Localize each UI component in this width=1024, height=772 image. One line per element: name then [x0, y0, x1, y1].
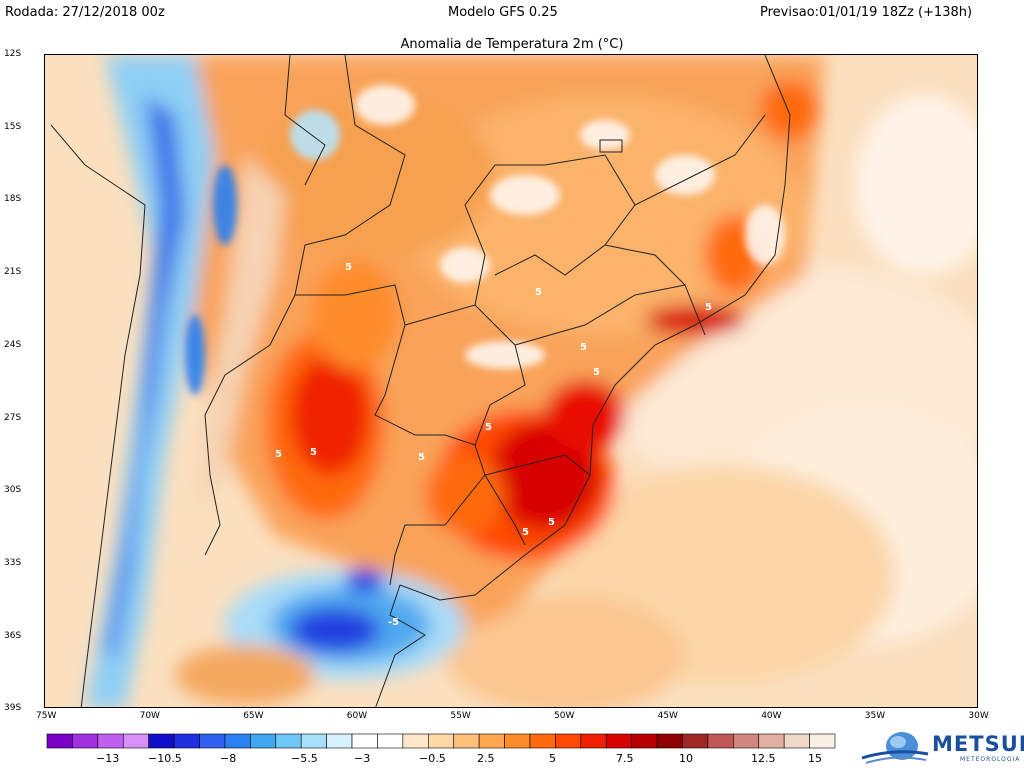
contour-label: 5 — [310, 447, 317, 458]
colorbar-swatch — [809, 733, 836, 749]
colorbar-tick-label: 12.5 — [751, 752, 776, 765]
colorbar-swatch — [377, 733, 404, 749]
colorbar-swatch — [529, 733, 556, 749]
latitude-tick-label: 39S — [4, 703, 22, 714]
colorbar-swatch — [300, 733, 327, 749]
contour-label: 5 — [418, 452, 425, 463]
colorbar-tick-label: −3 — [354, 752, 371, 765]
latitude-tick-label: 21S — [4, 267, 22, 278]
colorbar-tick-label: 15 — [808, 752, 822, 765]
contour-label: -5 — [388, 617, 399, 628]
globe-icon — [861, 732, 929, 764]
forecast-time-label: Previsao:01/01/19 18Zz (+138h) — [760, 5, 973, 20]
logo-name: METSUL — [932, 732, 1024, 756]
colorbar-swatch — [224, 733, 251, 749]
longitude-tick-label: 60W — [346, 711, 368, 721]
colorbar-swatch — [707, 733, 734, 749]
colorbar-swatch — [402, 733, 429, 749]
longitude-tick-label: 75W — [36, 711, 57, 721]
colorbar-tick-label: −13 — [96, 752, 120, 765]
latitude-tick-label: 33S — [4, 557, 22, 568]
latitude-tick-label: 27S — [4, 412, 22, 423]
contour-label: 5 — [275, 449, 282, 460]
colorbar-tick-label: −5.5 — [291, 752, 318, 765]
colorbar-tick-label: 2.5 — [477, 752, 495, 765]
colorbar-swatch — [148, 733, 175, 749]
colorbar-swatch — [580, 733, 607, 749]
colorbar-swatch — [555, 733, 582, 749]
colorbar-swatch — [173, 733, 200, 749]
colorbar-swatch — [504, 733, 531, 749]
colorbar-swatch — [351, 733, 378, 749]
colorbar-swatch — [122, 733, 149, 749]
colorbar-swatch — [46, 733, 73, 749]
colorbar-swatch — [478, 733, 505, 749]
longitude-tick-label: 55W — [450, 711, 471, 721]
longitude-tick-label: 50W — [554, 711, 575, 721]
model-name-label: Modelo GFS 0.25 — [448, 5, 558, 20]
country-borders — [50, 55, 791, 707]
contour-labels: 5 5 5 5 5 5 5 5 5 5 5 -5 — [275, 262, 712, 628]
colorbar-swatch — [72, 733, 99, 749]
contour-label: 5 — [485, 422, 492, 433]
contour-label: 5 — [593, 367, 600, 378]
map-title: Anomalia de Temperatura 2m (°C) — [400, 37, 624, 52]
colorbar-swatch — [427, 733, 455, 749]
colorbar-tick-label: 5 — [549, 752, 556, 765]
longitude-tick-label: 35W — [864, 711, 886, 721]
colorbar-tick-label: 7.5 — [616, 752, 634, 765]
contour-label: 5 — [705, 302, 712, 313]
longitude-tick-label: 70W — [139, 711, 160, 721]
colorbar-swatch — [733, 733, 760, 749]
map-canvas: 5 5 5 5 5 5 5 5 5 5 5 -5 — [45, 55, 977, 707]
colorbar-swatch — [326, 733, 353, 749]
colorbar-swatch — [453, 733, 480, 749]
contour-label: 5 — [345, 262, 352, 273]
colorbar-swatch — [758, 733, 785, 749]
colorbar-swatch — [682, 733, 709, 749]
run-date-label: Rodada: 27/12/2018 00z — [5, 5, 165, 20]
latitude-tick-label: 24S — [4, 339, 22, 350]
colorbar-swatch — [275, 733, 302, 749]
longitude-tick-label: 65W — [243, 711, 264, 721]
latitude-tick-label: 36S — [4, 630, 22, 641]
colorbar-swatch — [605, 733, 632, 749]
colorbar-tick-label: −10.5 — [148, 752, 182, 765]
latitude-tick-label: 30S — [4, 485, 22, 496]
longitude-tick-label: 45W — [657, 711, 678, 721]
anomaly-field — [85, 55, 977, 707]
contour-label: 5 — [522, 527, 529, 538]
colorbar-tick-label: −8 — [220, 752, 237, 765]
metsul-logo: METSUL METEOROLOGIA — [860, 728, 1024, 768]
contour-label: 5 — [535, 287, 542, 298]
longitude-tick-label: 30W — [968, 711, 989, 721]
colorbar-tick-label: −0.5 — [419, 752, 446, 765]
colorbar-swatch — [199, 733, 226, 749]
colorbar-swatch — [97, 733, 124, 749]
longitude-tick-label: 40W — [761, 711, 782, 721]
temperature-anomaly-map: 5 5 5 5 5 5 5 5 5 5 5 -5 — [44, 54, 978, 708]
latitude-tick-label: 15S — [4, 121, 22, 132]
colorbar-swatch — [250, 733, 277, 749]
colorbar-swatch — [783, 733, 810, 749]
latitude-tick-label: 12S — [4, 49, 22, 59]
contour-label: 5 — [580, 342, 587, 353]
colorbar-swatch — [631, 733, 658, 749]
latitude-tick-label: 18S — [4, 194, 22, 205]
pale-patches — [185, 85, 785, 395]
colorbar-tick-label: 10 — [679, 752, 693, 765]
contour-label: 5 — [548, 517, 555, 528]
colorbar-swatch — [656, 733, 683, 749]
logo-subtitle: METEOROLOGIA — [960, 756, 1021, 763]
